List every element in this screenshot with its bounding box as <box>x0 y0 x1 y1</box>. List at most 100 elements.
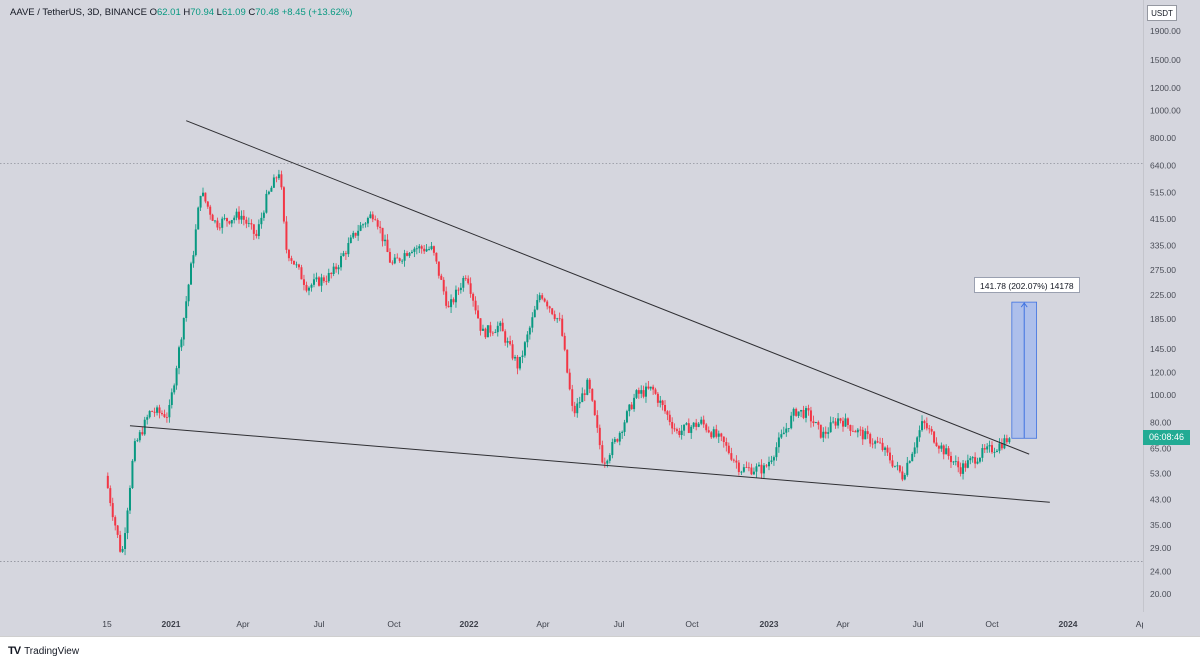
candle-body-350 <box>966 460 969 468</box>
measure-label: 141.78 (202.07%) 14178 <box>974 277 1080 293</box>
y-tick-label: 225.00 <box>1150 290 1176 300</box>
candle-body-332 <box>923 421 926 424</box>
candle-body-142 <box>454 289 457 303</box>
candle-body-21 <box>158 407 161 414</box>
candle-body-349 <box>964 463 967 468</box>
candle-body-115 <box>388 251 391 263</box>
candle-body-10 <box>131 460 134 488</box>
candle-body-322 <box>898 465 901 472</box>
candle-body-324 <box>903 474 906 480</box>
candle-body-121 <box>403 253 406 261</box>
candle-body-159 <box>496 325 499 333</box>
candle-body-347 <box>959 467 962 474</box>
candle-body-253 <box>727 445 730 454</box>
currency-button[interactable]: USDT <box>1147 5 1177 21</box>
candle-body-133 <box>432 246 435 253</box>
candle-body-243 <box>702 419 705 425</box>
candles <box>106 169 1011 556</box>
tradingview-wordmark: TradingView <box>24 645 80 657</box>
candle-body-333 <box>925 423 928 429</box>
y-tick-label: 1000.00 <box>1150 105 1181 115</box>
candle-body-287 <box>812 421 815 424</box>
candle-body-231 <box>673 428 676 430</box>
candle-body-355 <box>978 457 981 462</box>
candle-body-65 <box>265 193 268 213</box>
candle-body-151 <box>477 310 480 319</box>
high-value: 70.94 <box>190 7 215 18</box>
low-label: L <box>216 7 222 18</box>
candle-body-200 <box>598 427 601 446</box>
candle-body-275 <box>782 432 785 435</box>
price-scale[interactable]: 1900.00 1500.00 1200.00 1000.00 800.00 640.00… <box>1143 0 1200 612</box>
candle-body-235 <box>683 424 686 431</box>
candle-body-177 <box>541 295 544 299</box>
candle-body-60 <box>252 224 255 234</box>
y-tick-label: 100.00 <box>1150 390 1176 400</box>
candle-body-131 <box>428 249 431 250</box>
candle-body-346 <box>957 461 960 468</box>
candle-body-74 <box>287 249 290 259</box>
candle-body-252 <box>725 442 728 446</box>
chart-area[interactable] <box>0 0 1143 612</box>
candle-body-53 <box>235 211 238 218</box>
y-tick-label: 415.00 <box>1150 214 1176 224</box>
candle-body-291 <box>822 431 825 438</box>
candle-body-153 <box>481 328 484 331</box>
candle-body-138 <box>445 291 448 306</box>
candle-body-206 <box>613 439 616 442</box>
candle-body-181 <box>551 308 554 315</box>
candle-body-316 <box>884 447 887 450</box>
symbol-title[interactable]: AAVE / TetherUS, 3D, BINANCE <box>10 7 147 18</box>
price-chart[interactable] <box>0 0 1143 612</box>
candle-body-92 <box>332 266 335 274</box>
x-tick-label: 15 <box>102 619 112 629</box>
candle-body-366 <box>1005 438 1008 443</box>
candle-body-44 <box>214 220 216 222</box>
candle-body-43 <box>211 214 214 221</box>
x-tick-label: Jul <box>614 619 625 629</box>
candle-body-150 <box>474 300 477 311</box>
candle-body-137 <box>442 279 445 292</box>
candle-body-24 <box>165 417 168 418</box>
candle-body-163 <box>506 341 509 343</box>
candle-body-160 <box>499 322 502 326</box>
candle-body-63 <box>260 217 263 225</box>
candle-body-183 <box>556 318 559 320</box>
candle-body-311 <box>871 443 874 445</box>
candle-body-264 <box>755 466 758 472</box>
candle-body-283 <box>802 409 805 418</box>
candle-body-232 <box>675 429 678 431</box>
candle-body-282 <box>800 409 803 412</box>
candle-body-59 <box>250 223 253 225</box>
candle-body-28 <box>175 368 178 386</box>
candle-body-303 <box>851 430 854 432</box>
candle-body-312 <box>874 441 877 444</box>
tradingview-logo[interactable]: TV TradingView <box>8 645 79 657</box>
candle-body-127 <box>418 246 421 249</box>
candle-body-256 <box>735 460 738 463</box>
candle-body-140 <box>450 299 453 308</box>
candle-body-329 <box>916 437 919 448</box>
candle-body-276 <box>785 428 788 433</box>
candle-body-90 <box>327 272 330 282</box>
candle-body-85 <box>315 277 318 280</box>
candle-body-239 <box>692 422 695 427</box>
candle-body-314 <box>879 442 882 444</box>
candle-body-174 <box>533 309 536 318</box>
candle-body-262 <box>750 467 753 475</box>
candle-body-82 <box>307 287 310 291</box>
candle-body-354 <box>976 461 979 464</box>
candle-body-29 <box>178 347 180 369</box>
candle-body-172 <box>528 327 531 335</box>
candle-body-96 <box>342 253 345 257</box>
candle-body-107 <box>369 214 372 218</box>
candle-body-83 <box>310 284 313 288</box>
y-tick-label: 800.00 <box>1150 133 1176 143</box>
candle-body-304 <box>854 431 857 433</box>
time-scale[interactable]: 15 2021 Apr Jul Oct 2022 Apr Jul Oct 2023 Apr Jul Oc… <box>0 612 1146 636</box>
candle-body-64 <box>262 212 265 218</box>
y-tick-label: 43.00 <box>1150 494 1172 504</box>
y-tick-label: 20.00 <box>1150 589 1172 599</box>
candle-body-91 <box>330 272 333 274</box>
candle-body-101 <box>354 232 357 236</box>
